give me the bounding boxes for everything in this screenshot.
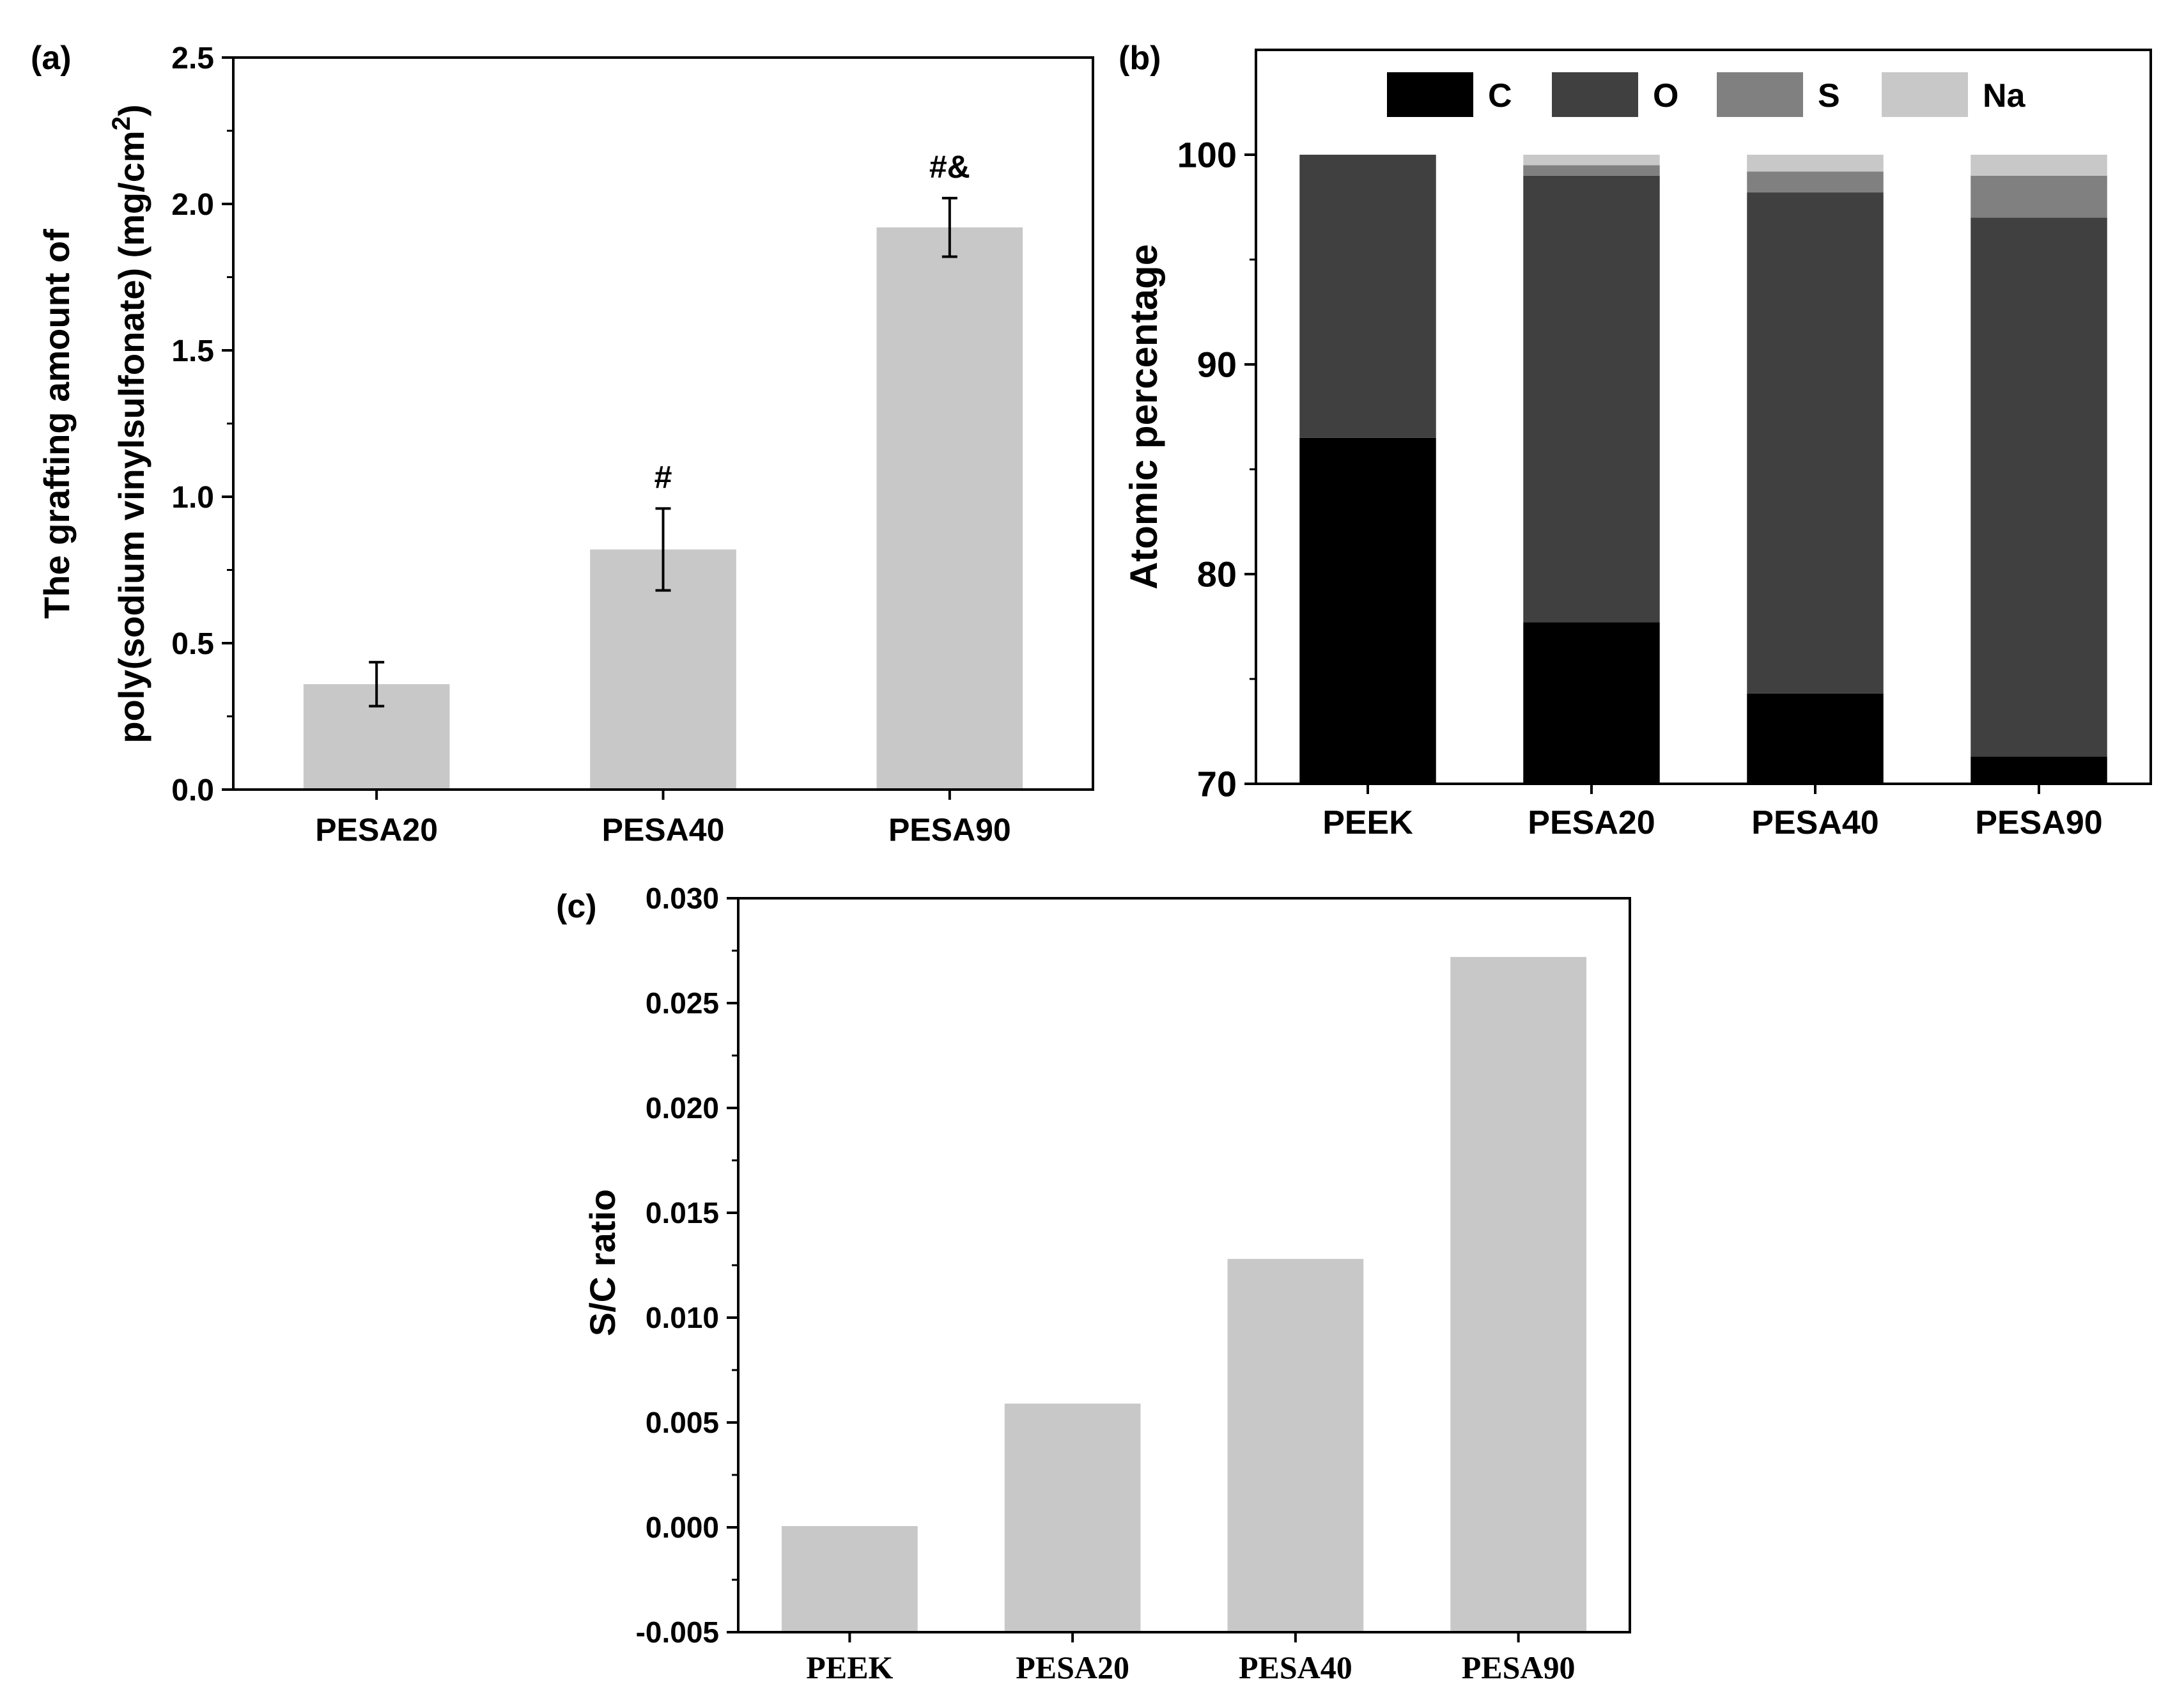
panel-c-ylabel: S/C ratio bbox=[582, 1189, 623, 1336]
panel-a-annotation-pesa40: # bbox=[654, 459, 672, 495]
panel-b-bar-pesa90-na bbox=[1971, 155, 2107, 176]
panel-b-bar-peek-o bbox=[1299, 155, 1436, 438]
panel-b-legend-swatch-c bbox=[1387, 72, 1473, 117]
panel-a-ticks: 0.0 0.5 1.0 1.5 2.0 2.5 PESA20 PESA40 PESA90 bbox=[171, 42, 1011, 848]
panel-c: (c) -0.005 0.000 0.005 0.010 0.015 0.020 0.025… bbox=[556, 882, 1631, 1685]
panel-b-ytick-label: 80 bbox=[1197, 554, 1237, 595]
panel-b-ytick-label: 90 bbox=[1197, 345, 1237, 385]
panel-a-ylabel-close: ) bbox=[111, 104, 151, 116]
panel-c-ytick-label: 0.015 bbox=[646, 1196, 719, 1229]
panel-b-xtick-label-peek: PEEK bbox=[1322, 804, 1413, 841]
panel-b-bar-pesa90-c bbox=[1971, 756, 2107, 784]
panel-a-ytick-label: 0.5 bbox=[171, 627, 214, 661]
panel-b-bar-pesa20-c bbox=[1523, 622, 1660, 784]
panel-a-annotation-pesa90: #& bbox=[929, 149, 970, 185]
panel-b-bar-pesa20-o bbox=[1523, 175, 1660, 623]
panel-a-ytick-label: 1.5 bbox=[171, 334, 214, 368]
panel-b-ticks: 70 80 90 100 PEEK PESA20 PESA40 PESA90 bbox=[1177, 135, 2103, 841]
panel-a-ylabel-line2: poly(sodium vinylsulfonate) (mg/cm2) bbox=[107, 104, 151, 743]
panel-a-frame bbox=[232, 56, 1094, 791]
panel-a-ytick-label: 0.0 bbox=[171, 774, 214, 807]
panel-b-ytick-label: 70 bbox=[1197, 764, 1237, 804]
panel-c-xtick-label-peek: PEEK bbox=[806, 1649, 893, 1685]
panel-b-ytick-label: 100 bbox=[1177, 135, 1237, 175]
panel-c-ticks: -0.005 0.000 0.005 0.010 0.015 0.020 0.025 0.03… bbox=[636, 882, 1576, 1685]
panel-a-ylabel-main: poly(sodium vinylsulfonate) (mg/cm bbox=[111, 130, 151, 743]
panel-c-ytick-label: 0.010 bbox=[646, 1301, 719, 1334]
panel-b-legend-swatch-na bbox=[1882, 72, 1968, 117]
panel-c-ytick-label: 0.020 bbox=[646, 1091, 719, 1125]
panel-b-bar-pesa90-o bbox=[1971, 217, 2107, 757]
panel-a-xtick-label-pesa20: PESA20 bbox=[315, 812, 438, 848]
panel-a-xtick-label-pesa40: PESA40 bbox=[602, 812, 725, 848]
panel-c-ytick-label: 0.030 bbox=[646, 882, 719, 915]
panel-b-bar-pesa40-s bbox=[1747, 171, 1884, 193]
panel-a-ytick-label: 1.0 bbox=[171, 481, 214, 515]
panel-b-ylabel: Atomic percentage bbox=[1122, 244, 1165, 589]
panel-b-legend: C O S Na bbox=[1387, 72, 2026, 117]
panel-b-xtick-label-pesa20: PESA20 bbox=[1528, 804, 1655, 841]
panel-b-xtick-label-pesa90: PESA90 bbox=[1975, 804, 2102, 841]
panel-c-ytick-label: -0.005 bbox=[636, 1616, 719, 1649]
panel-c-ytick-label: 0.005 bbox=[646, 1406, 719, 1439]
panel-c-xtick-label-pesa40: PESA40 bbox=[1239, 1649, 1352, 1685]
panel-c-frame bbox=[737, 897, 1631, 1633]
panel-b-bar-pesa20-s bbox=[1523, 165, 1660, 176]
panel-a-ylabel-sup: 2 bbox=[107, 116, 136, 130]
panel-b-legend-label-o: O bbox=[1653, 77, 1678, 114]
panel-c-xtick-label-pesa20: PESA20 bbox=[1016, 1649, 1129, 1685]
panel-b-bar-peek-c bbox=[1299, 437, 1436, 784]
panel-b-bar-pesa40-c bbox=[1747, 693, 1884, 784]
panel-c-xtick-label-pesa90: PESA90 bbox=[1462, 1649, 1576, 1685]
panel-b-bar-pesa40-na bbox=[1747, 155, 1884, 172]
panel-c-ytick-label: 0.000 bbox=[646, 1511, 719, 1544]
panel-c-ytick-label: 0.025 bbox=[646, 986, 719, 1020]
panel-a-ytick-label: 2.0 bbox=[171, 188, 214, 222]
panel-c-bar-peek bbox=[782, 1526, 918, 1632]
panel-b-bar-pesa20-na bbox=[1523, 155, 1660, 166]
panel-a-xtick-label-pesa90: PESA90 bbox=[888, 812, 1011, 848]
panel-b-label: (b) bbox=[1119, 40, 1161, 77]
panel-a-bar-pesa90 bbox=[876, 227, 1023, 790]
panel-a-label: (a) bbox=[31, 40, 72, 77]
panel-b-frame bbox=[1255, 49, 2152, 785]
panel-b-legend-label-c: C bbox=[1488, 77, 1512, 114]
panel-c-label: (c) bbox=[556, 888, 597, 925]
panel-b-bar-pesa90-s bbox=[1971, 175, 2107, 218]
panel-b-legend-swatch-s bbox=[1717, 72, 1803, 117]
panel-c-bar-pesa90 bbox=[1450, 956, 1586, 1632]
panel-a-ytick-label: 2.5 bbox=[171, 42, 214, 75]
panel-b-xtick-label-pesa40: PESA40 bbox=[1751, 804, 1878, 841]
panel-a: (a) 0.0 0.5 1.0 1.5 2.0 2.5 PESA20 PESA40 PESA90… bbox=[31, 40, 1094, 848]
panel-a-ylabel-line1: The grafting amount of bbox=[36, 229, 77, 619]
panel-b: (b) 70 80 90 100 PEEK PESA20 PESA40 PESA90 Atom… bbox=[1119, 40, 2152, 841]
panel-b-bar-pesa40-o bbox=[1747, 192, 1884, 694]
panel-b-legend-label-s: S bbox=[1818, 77, 1840, 114]
panel-b-legend-label-na: Na bbox=[1983, 77, 2026, 114]
panel-b-bars bbox=[1299, 155, 2107, 784]
panel-b-legend-swatch-o bbox=[1552, 72, 1638, 117]
panel-c-bar-pesa20 bbox=[1004, 1403, 1141, 1632]
panel-c-bars bbox=[782, 956, 1586, 1632]
panel-c-bar-pesa40 bbox=[1227, 1259, 1364, 1632]
panel-a-bars: # #& bbox=[303, 149, 1023, 790]
